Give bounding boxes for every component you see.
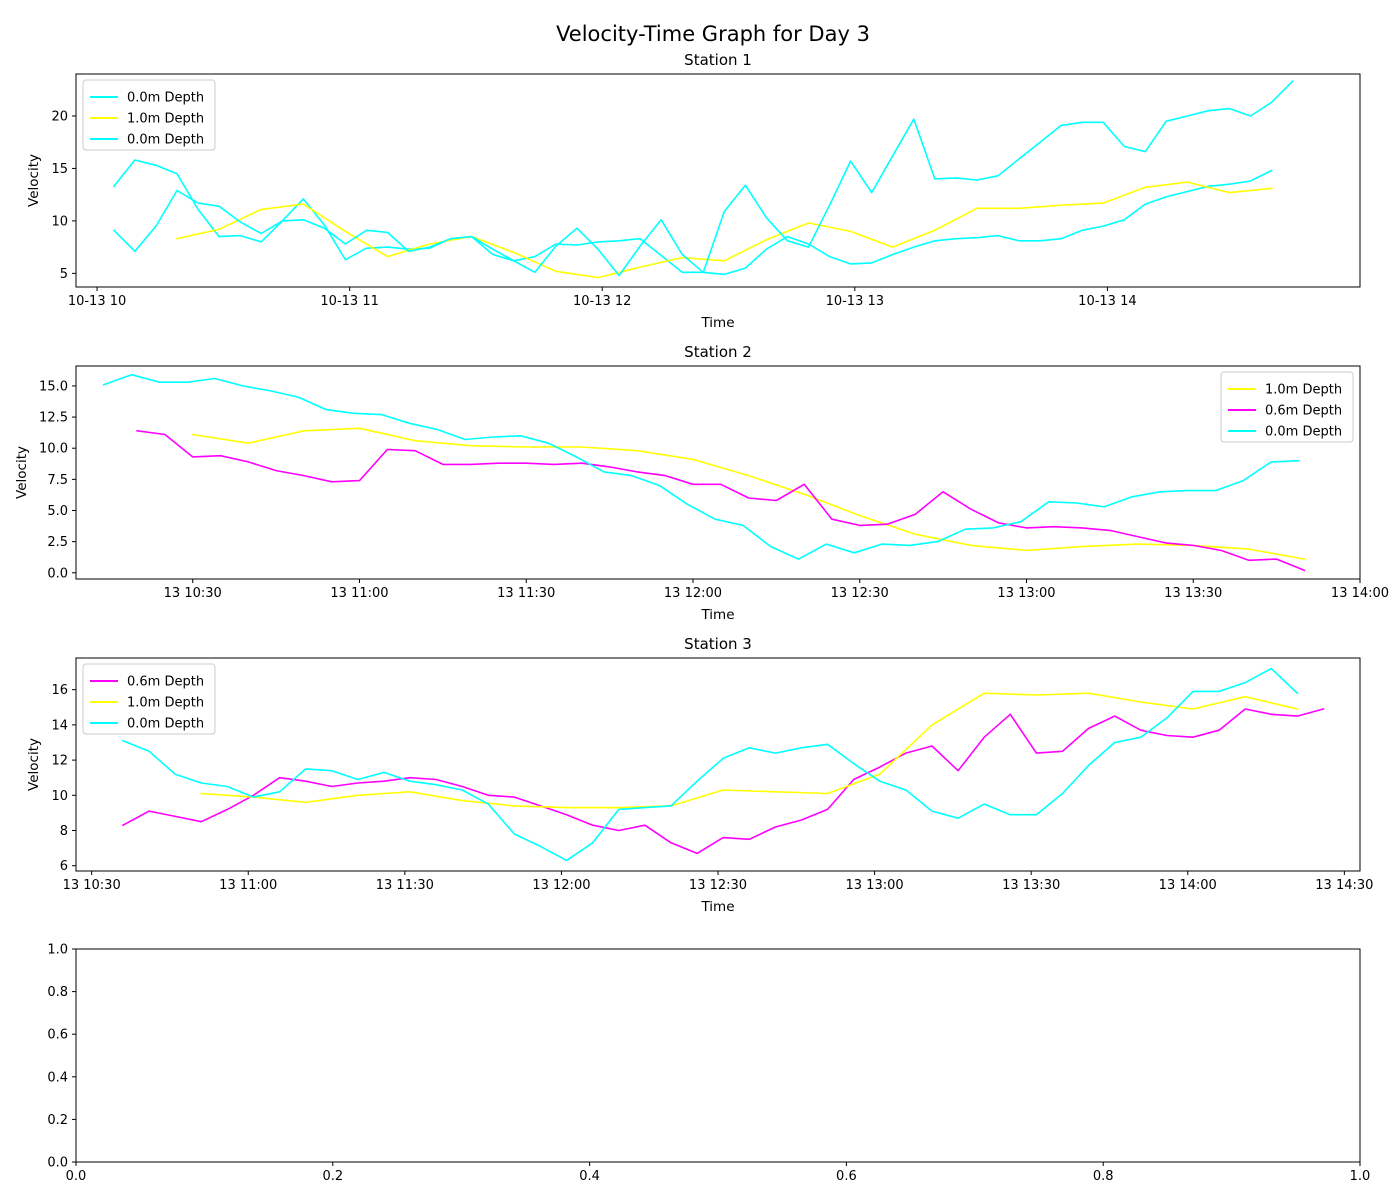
x-axis-label: Time — [700, 315, 734, 331]
x-tick-label: 13 13:00 — [997, 586, 1055, 601]
y-tick-label: 5.0 — [47, 504, 68, 519]
y-tick-label: 0.2 — [47, 1113, 68, 1128]
legend-entry: 0.0m Depth — [1265, 425, 1342, 440]
series-line-1-0m-depth-2 — [200, 692, 1299, 809]
y-tick-label: 12.5 — [39, 411, 68, 426]
legend-entry: 0.6m Depth — [127, 675, 204, 690]
y-tick-label: 8 — [60, 824, 68, 839]
panel-title: Station 3 — [684, 635, 752, 653]
series-line-0-0m-depth-1 — [112, 159, 1273, 276]
y-tick-label: 15.0 — [39, 379, 68, 394]
x-tick-label: 0.8 — [1093, 1169, 1114, 1184]
axes-frame — [75, 73, 1361, 288]
series-line-0-0m-depth-3 — [102, 373, 1300, 560]
panel-title: Station 1 — [684, 51, 752, 69]
y-tick-label: 0.4 — [47, 1070, 68, 1085]
x-tick-label: 13 11:30 — [497, 586, 555, 601]
figure-title: Velocity-Time Graph for Day 3 — [556, 22, 870, 46]
x-tick-label: 13 12:30 — [831, 586, 889, 601]
y-tick-label: 5 — [60, 267, 68, 282]
series-line-0-0m-depth-3 — [112, 80, 1294, 277]
y-tick-label: 0.0 — [47, 566, 68, 581]
chart-panel-3: 13 10:30 13 11:00 13 11:30 13 12:00 13 12:30… — [26, 635, 1373, 915]
x-tick-label: 13 10:30 — [164, 586, 222, 601]
y-tick-label: 12 — [51, 754, 68, 769]
y-tick-label: 1.0 — [47, 943, 68, 958]
x-tick-label: 10-13 11 — [320, 294, 378, 309]
x-tick-label: 13 11:00 — [330, 586, 388, 601]
series-line-1-0m-depth-1 — [191, 427, 1306, 561]
y-axis-label: Velocity — [14, 446, 30, 499]
x-tick-label: 13 12:30 — [689, 878, 747, 893]
legend-entry: 0.6m Depth — [1265, 404, 1342, 419]
series-line-0-0m-depth-3 — [121, 667, 1299, 862]
x-tick-label: 13 10:30 — [63, 878, 121, 893]
legend: 0.6m Depth 1.0m Depth 0.0m Depth — [82, 663, 216, 735]
x-tick-label: 13 13:30 — [1002, 878, 1060, 893]
x-tick-label: 0.6 — [836, 1169, 857, 1184]
y-tick-label: 14 — [51, 718, 68, 733]
panel-title: Station 2 — [684, 343, 752, 361]
x-tick-label: 13 13:30 — [1164, 586, 1222, 601]
x-tick-label: 0.2 — [322, 1169, 343, 1184]
x-tick-label: 10-13 13 — [826, 294, 884, 309]
x-axis-label: Time — [700, 607, 734, 623]
y-tick-label: 0.6 — [47, 1028, 68, 1043]
y-tick-label: 16 — [51, 683, 68, 698]
x-axis-label: Time — [700, 899, 734, 915]
y-tick-label: 10 — [51, 214, 68, 229]
legend-entry: 0.0m Depth — [127, 91, 204, 106]
legend: 1.0m Depth 0.6m Depth 0.0m Depth — [1220, 371, 1354, 443]
legend-entry: 1.0m Depth — [127, 696, 204, 711]
x-tick-label: 1.0 — [1350, 1169, 1371, 1184]
legend: 0.0m Depth 1.0m Depth 0.0m Depth — [82, 79, 216, 151]
y-tick-label: 0.0 — [47, 1156, 68, 1171]
y-tick-label: 15 — [51, 162, 68, 177]
chart-panel-2: 13 10:30 13 11:00 13 11:30 13 12:00 13 12:30… — [14, 343, 1389, 623]
x-tick-label: 13 11:00 — [219, 878, 277, 893]
axes-frame — [75, 365, 1361, 580]
legend-entry: 0.0m Depth — [127, 133, 204, 148]
x-tick-label: 0.0 — [66, 1169, 87, 1184]
chart-panel-1: 10-13 10 10-13 11 10-13 12 10-13 13 10-13 14… — [26, 51, 1361, 331]
x-tick-label: 10-13 12 — [573, 294, 631, 309]
x-tick-label: 13 14:00 — [1331, 586, 1389, 601]
x-tick-label: 10-13 14 — [1078, 294, 1136, 309]
chart-panel-4: 0.0 0.2 0.4 0.6 0.8 1.0 0.0 0.2 0.4 0.6 0.8 1.0 — [47, 943, 1370, 1185]
x-tick-label: 13 14:00 — [1159, 878, 1217, 893]
y-tick-label: 7.5 — [47, 473, 68, 488]
y-axis-label: Velocity — [26, 154, 42, 207]
x-tick-label: 13 14:30 — [1315, 878, 1373, 893]
legend-entry: 0.0m Depth — [127, 717, 204, 732]
x-tick-label: 13 11:30 — [376, 878, 434, 893]
x-tick-label: 13 12:00 — [664, 586, 722, 601]
x-tick-label: 0.4 — [579, 1169, 600, 1184]
x-tick-label: 10-13 10 — [68, 294, 126, 309]
y-axis-label: Velocity — [26, 738, 42, 791]
y-tick-label: 20 — [51, 109, 68, 124]
legend-entry: 1.0m Depth — [127, 112, 204, 127]
series-line-0-6m-depth-2 — [136, 429, 1306, 572]
y-tick-label: 10.0 — [39, 442, 68, 457]
x-tick-label: 13 12:00 — [532, 878, 590, 893]
series-line-1-0m-depth-2 — [176, 181, 1273, 279]
y-tick-label: 6 — [60, 859, 68, 874]
y-tick-label: 2.5 — [47, 535, 68, 550]
y-tick-label: 10 — [51, 789, 68, 804]
series-line-0-6m-depth-1 — [121, 708, 1325, 855]
x-tick-label: 13 13:00 — [846, 878, 904, 893]
legend-entry: 1.0m Depth — [1265, 383, 1342, 398]
axes-frame — [75, 948, 1361, 1163]
y-tick-label: 0.8 — [47, 985, 68, 1000]
